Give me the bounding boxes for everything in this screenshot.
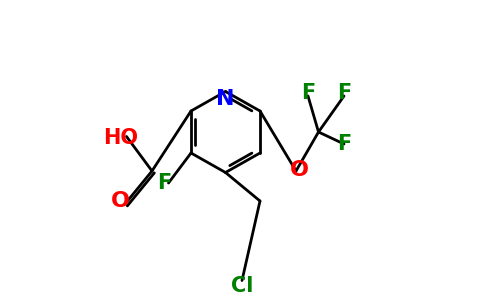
Text: O: O (111, 191, 130, 211)
Text: F: F (337, 134, 351, 154)
Text: O: O (289, 160, 308, 179)
Text: N: N (216, 89, 235, 109)
Text: F: F (157, 173, 171, 193)
Text: Cl: Cl (231, 277, 253, 296)
Text: HO: HO (103, 128, 138, 148)
Text: F: F (337, 83, 351, 103)
Text: F: F (301, 83, 315, 103)
